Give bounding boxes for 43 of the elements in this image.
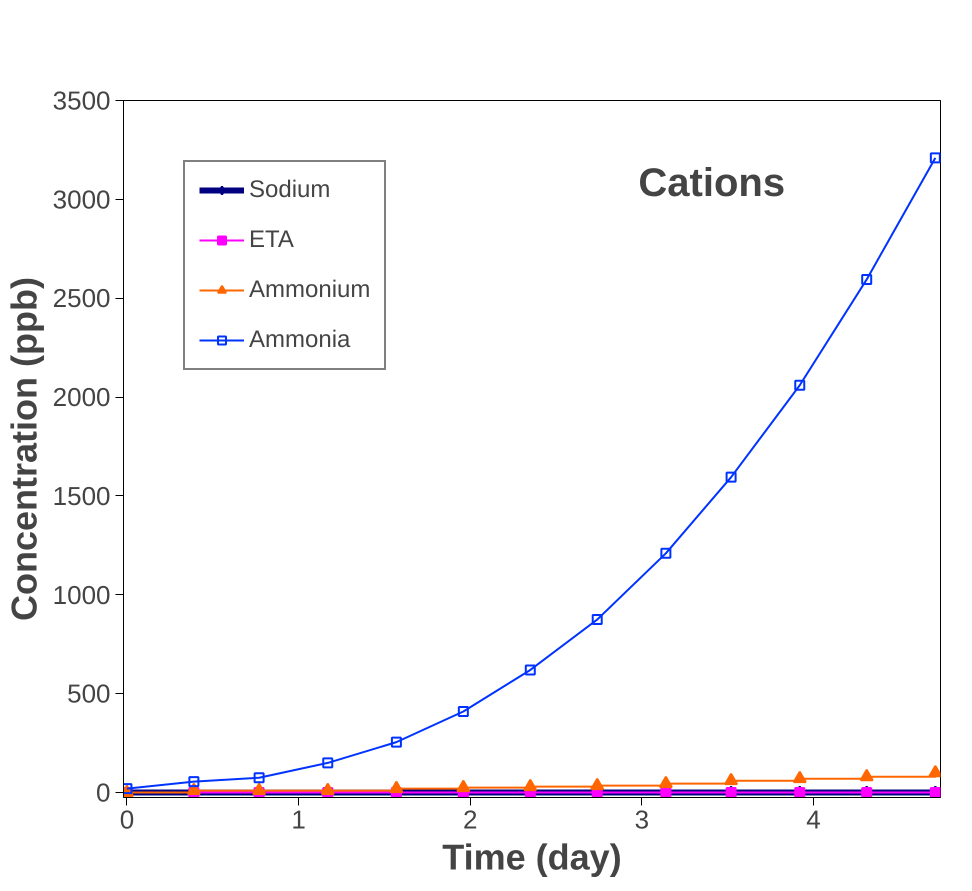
y-tick-label: 3000 [52, 184, 111, 214]
point [930, 152, 940, 164]
point [592, 614, 603, 626]
x-axis-title: Time (day) [442, 836, 622, 878]
point [590, 778, 604, 790]
y-tick-label: 3500 [52, 86, 111, 116]
y-tick-label: 1500 [52, 480, 111, 511]
y-axis-title: Concentration (ppb) [4, 277, 45, 621]
point [523, 778, 538, 792]
point [186, 782, 201, 796]
point [320, 782, 335, 796]
point [524, 664, 536, 676]
point [860, 768, 874, 782]
point [658, 776, 673, 788]
point [456, 780, 470, 792]
x-tick-label: 2 [462, 804, 478, 834]
point [458, 706, 469, 717]
y-tick-label: 0 [96, 778, 111, 808]
x-tick-label: 3 [634, 804, 650, 834]
point [188, 776, 200, 788]
point [794, 380, 806, 391]
y-tick-label: 1000 [52, 580, 111, 610]
x-tick-label: 4 [806, 804, 821, 834]
point [724, 772, 738, 786]
legend-label: Ammonium [249, 276, 370, 304]
x-tick-label: 1 [291, 804, 306, 834]
point [254, 772, 265, 784]
annotation: Cations [638, 161, 786, 206]
y-tick-label: 2000 [52, 382, 111, 412]
point [792, 770, 807, 784]
legend-label: ETA [249, 226, 294, 254]
point [861, 274, 872, 285]
legend-label: Sodium [249, 176, 330, 204]
y-tick-label: 500 [67, 678, 111, 709]
point [252, 782, 266, 796]
y-tick-label: 2500 [52, 283, 111, 314]
point [660, 548, 672, 559]
point [389, 780, 404, 794]
point [322, 757, 334, 768]
legend-label: Ammonia [249, 326, 350, 354]
point [390, 736, 402, 748]
x-tick-label: 0 [120, 804, 134, 834]
point [726, 472, 737, 483]
